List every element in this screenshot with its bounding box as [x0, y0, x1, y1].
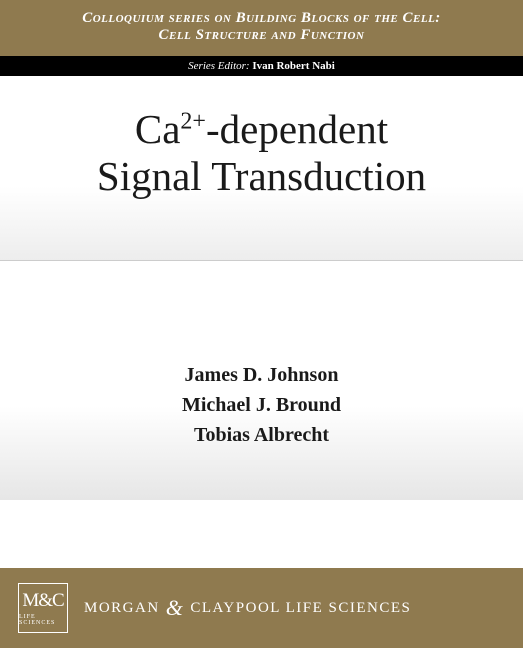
logo-subtext: LIFE SCIENCES	[19, 614, 67, 626]
publisher-logo: M&C LIFE SCIENCES	[18, 583, 68, 633]
publisher-ampersand: &	[166, 595, 185, 621]
title-prefix: Ca	[135, 106, 181, 152]
divider-gap	[0, 260, 523, 330]
title-line2: Signal Transduction	[97, 153, 426, 199]
title-superscript: 2+	[180, 108, 206, 134]
author-1: James D. Johnson	[20, 360, 503, 390]
title-rest: -dependent	[206, 106, 388, 152]
author-2: Michael J. Bround	[20, 390, 503, 420]
title-region: Ca2+-dependent Signal Transduction	[0, 76, 523, 260]
authors-region: James D. Johnson Michael J. Bround Tobia…	[0, 330, 523, 500]
publisher-band: M&C LIFE SCIENCES MORGAN & CLAYPOOL LIFE…	[0, 568, 523, 648]
editor-label: Series Editor:	[188, 60, 252, 72]
publisher-right: CLAYPOOL LIFE SCIENCES	[190, 600, 411, 617]
series-title-line2: Cell Structure and Function	[20, 27, 503, 44]
publisher-left: MORGAN	[84, 600, 160, 617]
series-header-band: Colloquium series on Building Blocks of …	[0, 0, 523, 56]
publisher-name: MORGAN & CLAYPOOL LIFE SCIENCES	[84, 595, 411, 621]
series-title-line1: Colloquium series on Building Blocks of …	[20, 10, 503, 27]
logo-initials: M&C	[22, 591, 63, 610]
author-3: Tobias Albrecht	[20, 420, 503, 450]
book-title: Ca2+-dependent Signal Transduction	[20, 106, 503, 200]
series-editor-band: Series Editor: Ivan Robert Nabi	[0, 56, 523, 76]
editor-name: Ivan Robert Nabi	[252, 60, 335, 72]
